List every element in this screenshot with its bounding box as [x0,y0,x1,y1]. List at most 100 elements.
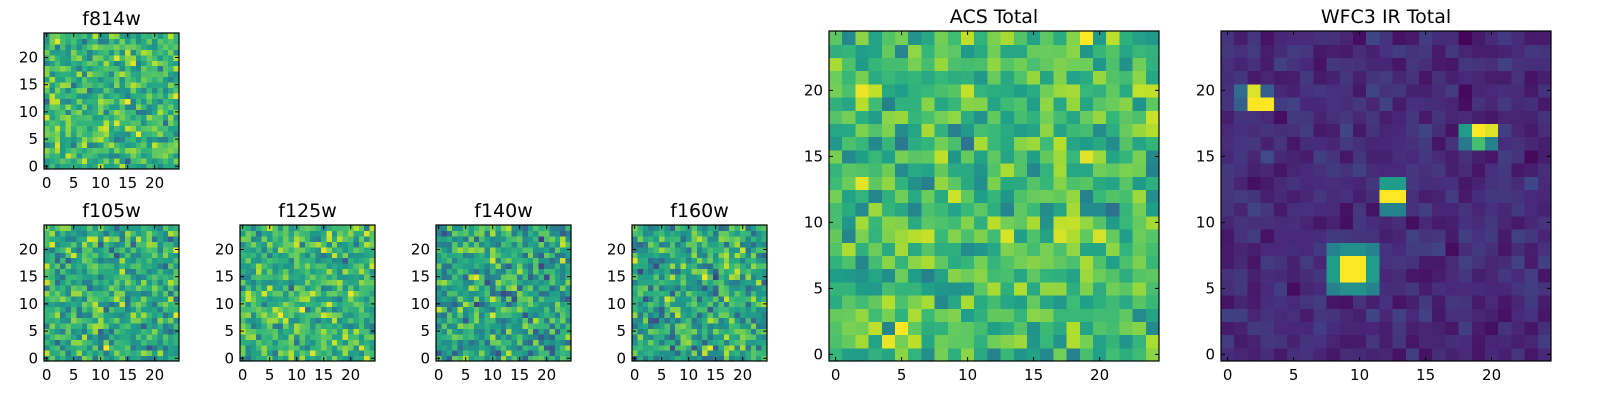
heatmap-cell [152,344,158,351]
heatmap-cell [1273,149,1288,164]
heatmap-cell [1419,347,1433,362]
heatmap-cell [1013,281,1028,296]
heatmap-cell [1093,31,1107,45]
heatmap-cell [908,70,922,85]
heatmap-cell [135,114,142,121]
heatmap-cell [331,268,338,275]
heatmap-cell [364,268,371,275]
heatmap-cell [1119,281,1134,296]
heatmap-cell [141,268,148,275]
heatmap-cell [554,290,561,297]
heatmap-cell [740,290,746,297]
heatmap-cell [675,306,682,313]
heatmap-cell [103,355,110,362]
heatmap-cell [141,339,148,346]
heatmap-cell [353,306,360,313]
heatmap-cell [135,81,142,88]
heatmap-cell [560,333,567,340]
heatmap-cell [987,97,1002,111]
heatmap-cell [44,284,50,291]
heatmap-cell [1093,189,1107,204]
heatmap-cell [895,268,909,283]
heatmap-cell [331,284,338,291]
heatmap-cell [71,49,77,56]
heatmap-cell [65,241,72,248]
heatmap-cell [729,322,736,329]
heatmap-cell [441,355,448,362]
heatmap-cell [642,225,649,232]
heatmap-cell [1313,163,1328,177]
heatmap-cell [1537,189,1552,204]
heatmap-cell [157,322,164,329]
heatmap-cell [680,257,687,264]
heatmap-cell [277,301,284,308]
heatmap-cell [135,279,142,286]
heatmap-cell [1013,83,1028,98]
heatmap-cell [65,147,72,154]
heatmap-cell [250,252,257,259]
heatmap-cell [718,333,725,340]
heatmap-cell [54,38,61,45]
heatmap-cell [1287,242,1301,256]
heatmap-cell [315,246,322,253]
heatmap-cell [114,284,121,291]
heatmap-cell [173,317,180,324]
heatmap-cell [1287,31,1301,45]
heatmap-cell [691,246,698,253]
heatmap-cell [162,71,169,78]
heatmap-cell [135,230,142,237]
heatmap-cell [1432,83,1446,98]
heatmap-cell [934,242,949,256]
heatmap-cell [87,263,94,270]
heatmap-cell [114,43,121,50]
heatmap-cell [245,257,252,264]
heatmap-cell [1313,123,1328,138]
heatmap-cell [1132,97,1147,111]
heatmap-cell [60,92,67,99]
heatmap-cell [1273,70,1288,85]
heatmap-cell [1353,268,1367,283]
heatmap-cell [642,333,649,340]
heatmap-cell [1498,281,1512,296]
heatmap-cell [353,252,360,259]
heatmap-cell [500,263,507,270]
x-tick-label: 20 [1090,366,1109,384]
heatmap-cell [358,279,365,286]
heatmap-cell [141,81,148,88]
heatmap-cell [130,125,137,132]
heatmap-cell [119,355,126,362]
heatmap-cell [49,60,56,67]
heatmap-cell [168,92,175,99]
heatmap-cell [506,257,513,264]
heatmap-cell [103,130,110,137]
heatmap-cell [119,241,126,248]
heatmap-cell [152,141,158,148]
heatmap-cell [1313,321,1328,336]
heatmap-cell [632,252,638,259]
heatmap-cell [921,334,936,349]
heatmap-cell [54,246,61,253]
heatmap-cell [1013,215,1028,230]
heatmap-cell [173,158,180,165]
heatmap-cell [1221,295,1235,309]
heatmap-cell [283,257,290,264]
heatmap-cell [54,136,61,143]
heatmap-cell [331,322,338,329]
heatmap-cell [560,225,567,232]
heatmap-cell [135,273,142,280]
heatmap-cell [71,317,77,324]
heatmap-cell [135,103,142,110]
heatmap-cell [446,317,453,324]
heatmap-cell [358,328,365,335]
heatmap-cell [304,344,311,351]
heatmap-cell [895,255,909,270]
heatmap-cell [250,301,257,308]
heatmap-cell [680,339,687,346]
heatmap-cell [1273,31,1288,45]
heatmap-cell [98,81,104,88]
heatmap-cell [1511,242,1526,256]
heatmap-cell [162,246,169,253]
heatmap-cell [1132,189,1147,204]
heatmap-cell [637,290,644,297]
heatmap-cell [664,295,671,302]
